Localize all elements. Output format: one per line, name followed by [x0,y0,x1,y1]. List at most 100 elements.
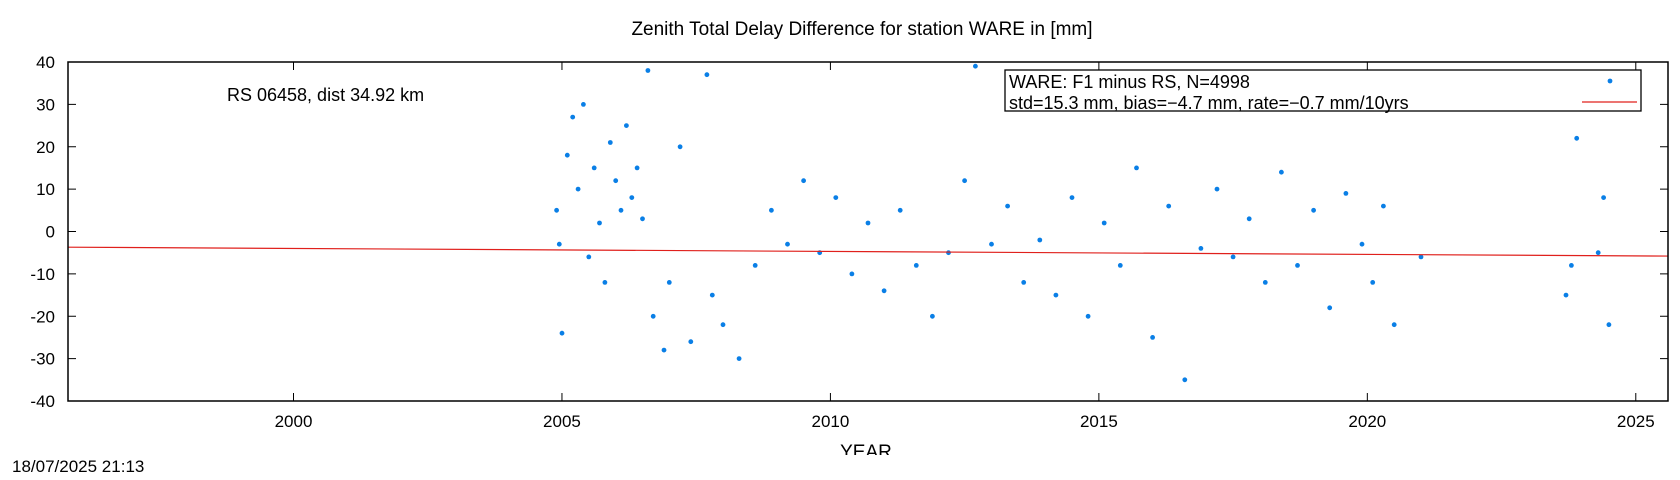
x-tick-label: 2010 [812,412,850,431]
data-point [586,254,592,260]
data-point [1311,207,1316,213]
x-tick-label: 2015 [1080,412,1118,431]
data-point [1391,322,1397,328]
data-point [865,220,871,226]
data-points [68,63,1668,383]
y-tick-label: 40 [36,53,55,72]
data-point [736,356,742,361]
plot-frame [67,61,1669,402]
data-point [897,207,903,213]
data-point [1606,322,1612,328]
data-point [1418,254,1424,260]
legend-label-points: WARE: F1 minus RS, N=4998 [1009,72,1250,92]
data-point [1053,292,1059,298]
data-point [618,207,624,213]
data-point [1343,191,1349,196]
data-point [607,140,613,145]
data-point [962,178,967,184]
data-point [720,322,726,328]
data-point [1069,195,1075,201]
data-point [624,123,629,128]
data-point [613,178,619,184]
data-point [1101,220,1107,226]
data-point [1359,241,1365,247]
station-annotation: RS 06458, dist 34.92 km [227,85,424,105]
data-point [833,195,839,201]
data-point [785,241,790,247]
data-point [1279,169,1284,175]
data-point [1005,203,1010,209]
data-point [645,68,651,73]
scatter-chart: Zenith Total Delay Difference for statio… [30,19,1669,455]
y-tick-label: 0 [46,223,55,242]
data-point [881,288,887,294]
x-tick-label: 2020 [1348,412,1386,431]
data-point [1214,186,1220,192]
data-point [1574,135,1580,141]
data-point [989,241,994,247]
data-point [849,271,855,277]
legend-box [1004,69,1642,112]
x-tick-label: 2000 [275,412,313,431]
data-point [752,263,758,268]
data-point [1230,254,1236,260]
data-point [661,347,667,353]
data-point [575,186,581,192]
data-point [1117,263,1123,268]
data-point [1037,237,1043,243]
data-point [801,178,806,184]
data-point [640,216,645,222]
y-tick-label: -10 [30,265,55,284]
data-point [597,220,602,226]
data-point [1150,335,1155,340]
data-point [1262,280,1268,285]
y-tick-label: -20 [30,307,55,326]
legend-marker-points [1607,78,1613,84]
data-point [1246,216,1252,222]
x-tick-label: 2005 [543,412,581,431]
data-point [1381,203,1386,209]
data-point [629,195,635,201]
data-point [704,72,710,78]
y-tick-label: -40 [30,392,55,411]
data-point [913,263,919,268]
data-point [1295,263,1300,268]
axes: -40 -30 -20 -10 0 10 20 30 40 2000 2005 2010 2015 202… [30,53,1669,431]
x-tick-label: 2025 [1617,412,1655,431]
plot-area [68,63,1668,383]
data-point [1182,377,1188,383]
data-point [634,165,640,171]
data-point [1601,195,1606,201]
data-point [581,102,586,107]
data-point [591,165,597,171]
data-point [1327,305,1333,311]
data-point [570,114,576,120]
data-point [556,241,562,247]
data-point [688,339,694,345]
data-point [1563,292,1569,298]
trend-line [68,246,1668,257]
data-point [1166,203,1172,209]
data-point [650,313,656,319]
y-tick-label: -30 [30,350,55,369]
legend: WARE: F1 minus RS, N=4998 std=15.3 mm, b… [1004,69,1642,113]
x-axis-label: YEAR [840,442,892,455]
data-point [1569,263,1574,268]
chart-title: Zenith Total Delay Difference for statio… [631,19,1092,40]
data-point [1134,165,1139,171]
data-point [1085,313,1091,319]
data-point [564,152,570,158]
data-point [1595,250,1601,256]
data-point [677,144,683,150]
y-tick-label: 10 [36,180,55,199]
data-point [1021,280,1027,285]
data-point [973,63,978,69]
legend-label-line: std=15.3 mm, bias=−4.7 mm, rate=−0.7 mm/… [1009,93,1409,113]
y-tick-label: 30 [36,95,55,114]
data-point [554,207,559,213]
data-point [930,313,935,319]
data-point [709,292,715,298]
data-point [1370,280,1376,285]
y-tick-label: 20 [36,138,55,157]
data-point [1198,246,1204,251]
